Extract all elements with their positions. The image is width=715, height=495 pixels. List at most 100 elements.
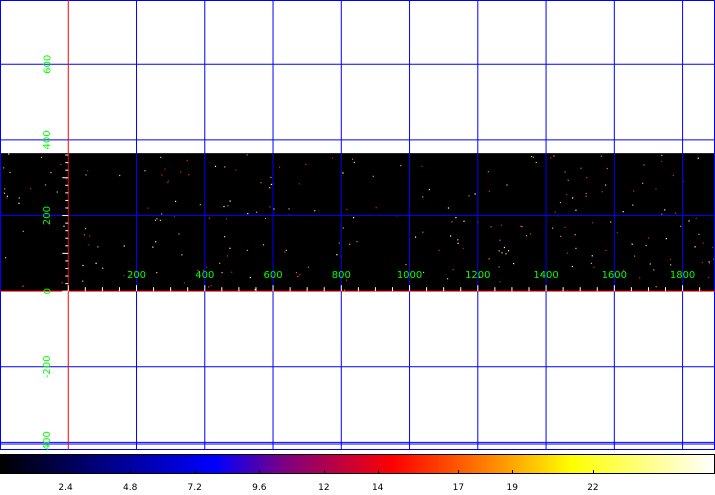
hot-pixel bbox=[457, 239, 459, 241]
hot-pixel bbox=[336, 254, 338, 256]
hot-pixel bbox=[284, 251, 286, 253]
hot-pixel bbox=[269, 187, 271, 189]
coordinate-grid bbox=[0, 0, 715, 450]
hot-pixel bbox=[520, 225, 522, 227]
hot-pixel bbox=[645, 244, 647, 247]
hot-pixel bbox=[246, 154, 248, 156]
hot-pixel bbox=[634, 255, 636, 257]
hot-pixel bbox=[119, 174, 121, 177]
hot-pixel bbox=[152, 246, 154, 248]
hot-pixel bbox=[29, 187, 32, 190]
colorbar-tick bbox=[377, 470, 379, 474]
hot-pixel bbox=[530, 155, 533, 158]
hot-pixel bbox=[591, 255, 593, 257]
colorbar-tick bbox=[458, 470, 460, 474]
hot-pixel bbox=[307, 266, 310, 268]
hot-pixel bbox=[532, 156, 535, 158]
hot-pixel bbox=[554, 211, 556, 213]
hot-pixel bbox=[422, 231, 424, 233]
hot-pixel bbox=[468, 195, 470, 197]
hot-pixel bbox=[649, 263, 651, 265]
hot-pixel bbox=[197, 269, 199, 271]
hot-pixel bbox=[56, 191, 58, 193]
y-tick-label: -200 bbox=[42, 355, 53, 378]
hot-pixel bbox=[123, 275, 125, 277]
hot-pixel bbox=[183, 282, 186, 284]
hot-pixel bbox=[610, 221, 612, 223]
hot-pixel bbox=[452, 268, 454, 271]
hot-pixel bbox=[567, 179, 569, 181]
hot-pixel bbox=[372, 175, 374, 177]
hot-pixel bbox=[586, 176, 588, 179]
hot-pixel bbox=[5, 257, 7, 259]
hot-pixel bbox=[604, 184, 607, 186]
hot-pixel bbox=[180, 171, 182, 173]
hot-pixel bbox=[154, 219, 157, 221]
hot-pixel bbox=[174, 200, 177, 202]
colorbar[interactable]: 2.4 4.8 7.2 9.6 12 14 17 19 22 bbox=[0, 450, 715, 495]
hot-pixel bbox=[506, 184, 508, 186]
hot-pixel bbox=[181, 254, 183, 256]
hot-pixel bbox=[665, 238, 667, 240]
hot-pixel bbox=[343, 289, 346, 291]
hot-pixel bbox=[661, 213, 663, 215]
hot-pixel bbox=[580, 167, 582, 169]
hot-pixel bbox=[655, 286, 657, 288]
hot-pixel bbox=[155, 241, 157, 243]
hot-pixel bbox=[87, 170, 89, 172]
hot-pixel bbox=[260, 182, 262, 184]
hot-pixel bbox=[278, 166, 281, 168]
hot-pixel bbox=[167, 180, 169, 182]
hot-pixel bbox=[97, 246, 99, 248]
colorbar-label: 19 bbox=[506, 483, 518, 493]
hot-pixel bbox=[264, 217, 267, 220]
hot-pixel bbox=[488, 190, 490, 192]
hot-pixel bbox=[199, 203, 201, 206]
hot-pixel bbox=[672, 174, 674, 177]
hot-pixel bbox=[438, 249, 440, 251]
hot-pixel bbox=[478, 276, 480, 278]
hot-pixel bbox=[572, 197, 574, 199]
colorbar-tick bbox=[259, 470, 261, 474]
image-background bbox=[0, 153, 715, 292]
colorbar-tick bbox=[323, 470, 325, 474]
hot-pixel bbox=[701, 261, 704, 264]
hot-pixel bbox=[708, 276, 710, 278]
hot-pixel bbox=[695, 217, 697, 219]
hot-pixel bbox=[346, 208, 348, 211]
hot-pixel bbox=[160, 156, 162, 158]
hot-pixel bbox=[156, 272, 158, 274]
hot-pixel bbox=[82, 280, 84, 282]
x-tick-label: 400 bbox=[195, 270, 214, 281]
hot-pixel bbox=[295, 272, 298, 274]
hot-pixel bbox=[8, 153, 10, 155]
hot-pixel bbox=[298, 183, 300, 185]
hot-pixel bbox=[670, 264, 672, 266]
colorbar-label: 12 bbox=[318, 483, 330, 493]
hot-pixel bbox=[246, 249, 248, 252]
hot-pixel bbox=[405, 263, 407, 266]
hot-pixel bbox=[675, 212, 677, 214]
hot-pixel bbox=[270, 176, 272, 179]
hot-pixel bbox=[457, 242, 459, 244]
hot-pixel bbox=[161, 174, 163, 176]
hot-pixel bbox=[498, 266, 500, 268]
hot-pixel bbox=[565, 193, 568, 196]
colorbar-label: 14 bbox=[371, 483, 384, 493]
hot-pixel bbox=[63, 225, 65, 227]
hot-pixel bbox=[85, 174, 87, 176]
colorbar-gradient[interactable] bbox=[0, 454, 715, 474]
hot-pixel bbox=[288, 208, 290, 210]
hot-pixel bbox=[178, 233, 180, 235]
hot-pixel bbox=[585, 192, 587, 195]
hot-pixel bbox=[708, 263, 711, 265]
hot-pixel bbox=[639, 277, 641, 279]
hot-pixel bbox=[353, 217, 355, 219]
hot-pixel bbox=[559, 201, 562, 204]
hot-pixel bbox=[499, 239, 501, 241]
hot-pixel bbox=[225, 218, 228, 220]
hot-pixel bbox=[574, 234, 576, 236]
image-viewer-canvas[interactable]: 200 400 600 800 1000 1200 1400 1600 1800 -400 -200… bbox=[0, 0, 715, 450]
colorbar-label: 17 bbox=[452, 483, 465, 493]
colorbar-tick bbox=[65, 470, 67, 474]
